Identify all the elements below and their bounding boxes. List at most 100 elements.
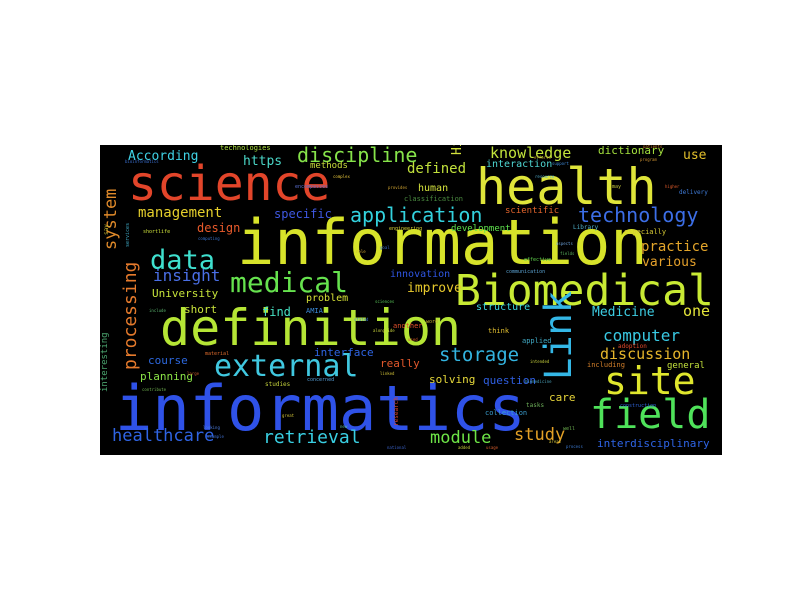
word-dictionary: dictionary (598, 145, 665, 157)
word-practice: practice (641, 239, 709, 255)
word-higher: higher (665, 184, 680, 189)
word-great: great (282, 413, 295, 418)
word-patients: patients (643, 145, 663, 149)
word-example: example (207, 434, 224, 439)
word-used: used (408, 337, 418, 342)
word-usage: usage (486, 445, 499, 450)
word-improve: improve (407, 281, 462, 296)
word-large: large (187, 371, 200, 376)
word-module: module (430, 428, 492, 448)
word-library: Library (573, 224, 599, 231)
word-knowledge: knowledge (490, 145, 572, 162)
word-effective: effective (524, 257, 552, 263)
word-discussion: discussion (600, 345, 691, 363)
word-shortlife: shortlife (143, 229, 171, 235)
word-healthcare: healthcare (112, 426, 215, 446)
word-problem: problem (306, 293, 349, 304)
word-think: think (488, 327, 510, 335)
word-study: study (514, 425, 566, 445)
word-medicine: Medicine (592, 305, 655, 320)
word-added: added (458, 445, 471, 450)
word-another: another (393, 322, 423, 330)
word-efforts: efforts (534, 155, 551, 160)
word-role: role (356, 249, 366, 254)
word-human: human (418, 183, 449, 194)
word-applied: applied (522, 337, 552, 345)
word-looking: looking (203, 425, 220, 430)
word-material: material (205, 351, 230, 357)
word-aspects: aspects (556, 241, 573, 246)
word-definition: definition (160, 299, 462, 357)
word-construction: construction (620, 403, 657, 409)
word-interface: interface (314, 346, 374, 359)
word-care: care (549, 391, 576, 404)
word-resource: resource (535, 174, 555, 179)
word-areas: areas (549, 439, 562, 444)
word-application: application (350, 203, 483, 227)
word-university: University (152, 287, 219, 300)
word-say: say (103, 224, 110, 235)
word-delivery: delivery (679, 189, 708, 196)
word-collection: collection (485, 409, 528, 417)
word-according: According (128, 149, 199, 164)
word-storage: storage (439, 344, 520, 366)
word-site: site (604, 359, 696, 403)
word-may: may (612, 184, 622, 190)
word-complex: complex (333, 174, 350, 179)
word-use: use (683, 148, 707, 163)
word-solving: solving (429, 373, 476, 386)
word-retrieval: retrieval (263, 427, 361, 448)
word-find: find (262, 305, 291, 319)
word-program: program (640, 157, 657, 162)
word-technologies: technologies (220, 145, 271, 152)
word-short: short (184, 303, 218, 316)
word-support: support (552, 161, 569, 166)
word-interesting: interesting (100, 332, 110, 392)
word-adoption: adoption (618, 343, 647, 350)
word-intended: intended (530, 359, 550, 364)
word-really: really (380, 357, 420, 370)
word-planning: planning (140, 370, 193, 383)
word-contribute: contribute (142, 387, 167, 392)
word-development: development (451, 224, 511, 234)
word-defined: defined (407, 161, 467, 177)
word-process: process (566, 444, 583, 449)
word-concerned: concerned (307, 377, 335, 383)
word-https: https (243, 154, 283, 169)
word-computer: computer (603, 326, 681, 345)
word-stated: stated (354, 317, 369, 322)
word-sciences: sciences (375, 299, 395, 304)
word-interaction: interaction (486, 159, 553, 170)
word-tasks: tasks (526, 402, 545, 409)
word-biomedicine: biomedicine (525, 379, 552, 384)
word-information: information (237, 206, 648, 279)
word-external: external (214, 349, 359, 384)
word-provides: provides (388, 185, 408, 190)
word-encompasses: encompasses (295, 184, 329, 190)
word-hi: Hi (450, 145, 465, 155)
word-classification: classification (404, 195, 464, 203)
word-word: word (426, 319, 439, 325)
word-methods: methods (310, 161, 348, 171)
word-amia: AMIA (306, 307, 323, 315)
word-design: design (197, 221, 241, 235)
word-science: science (128, 156, 331, 212)
word-scientific: scientific (505, 206, 560, 216)
word-discipline: discipline (297, 145, 418, 167)
word-data: data (150, 245, 216, 276)
word-course: course (148, 354, 188, 367)
word-cloud: informatics information definition health sc… (100, 145, 722, 455)
word-structure: structure (476, 302, 531, 313)
word-linked: linked (380, 371, 395, 376)
word-research: research (393, 397, 400, 426)
word-health: health (476, 158, 657, 216)
word-one: one (683, 302, 711, 320)
word-medical: medical (230, 266, 349, 299)
word-question: question (483, 374, 536, 387)
word-new: new (340, 424, 348, 429)
word-field: field (590, 392, 711, 438)
word-specific: specific (274, 207, 332, 221)
word-services: services (125, 222, 131, 247)
word-informatics: informatics (115, 372, 526, 445)
word-system: system (101, 188, 121, 250)
